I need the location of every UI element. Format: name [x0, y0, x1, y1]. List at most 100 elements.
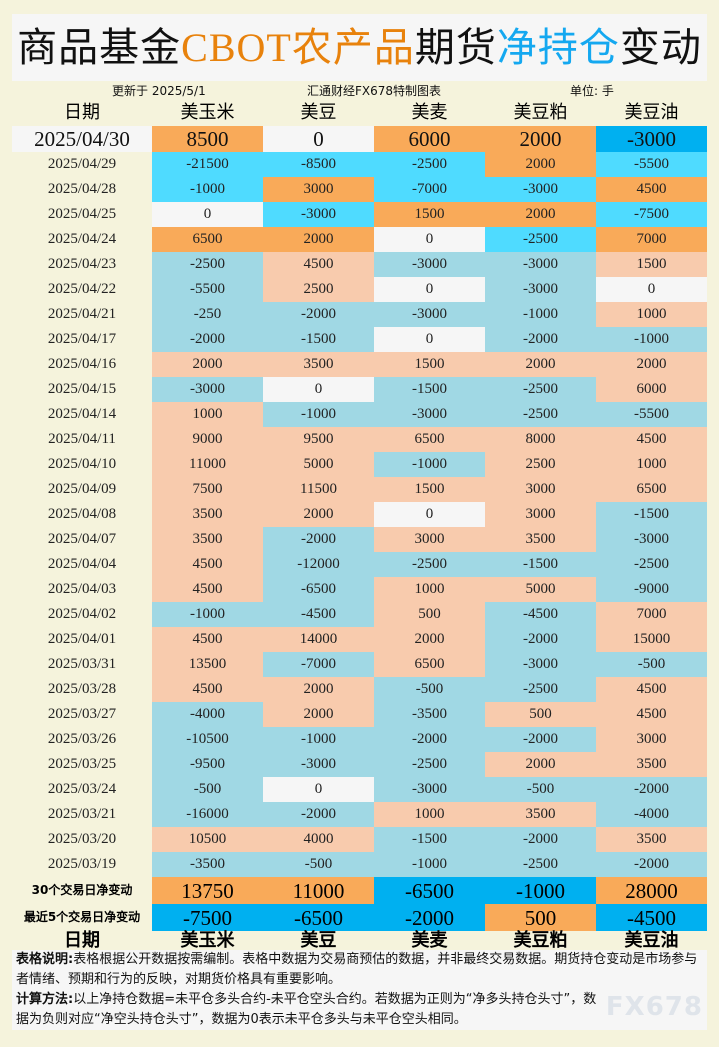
value-cell-wheat: -1000 [374, 852, 485, 877]
header-soyoil: 美豆油 [624, 102, 679, 123]
table-row: 2025/04/16 2000 3500 1500 2000 2000 [12, 352, 707, 377]
value-cell-wheat: -1500 [374, 377, 485, 402]
summary-label: 最近5个交易日净变动 [12, 904, 152, 931]
value-cell-soymeal: -4500 [485, 602, 596, 627]
value-cell-soyoil: -3000 [596, 527, 707, 552]
value-cell-soyoil: 6000 [596, 377, 707, 402]
value-cell-soyoil: -2000 [596, 852, 707, 877]
summary-cell-soymeal: 500 [485, 904, 596, 931]
table-description: 表格说明:表格根据公开数据按需编制。表格中数据为交易商预估的数据，并非最终交易数… [16, 950, 703, 990]
header-wheat: 美麦 [411, 102, 448, 123]
table-row: 2025/04/15 -3000 0 -1500 -2500 6000 [12, 377, 707, 402]
footer-soybean: 美豆 [300, 930, 337, 951]
date-cell: 2025/03/27 [12, 702, 152, 727]
date-cell: 2025/04/04 [12, 552, 152, 577]
value-cell-soybean: 0 [263, 377, 374, 402]
footer-soymeal: 美豆粕 [513, 930, 568, 951]
value-cell-soyoil: -3000 [596, 126, 707, 152]
date-cell: 2025/03/31 [12, 652, 152, 677]
value-cell-wheat: 3000 [374, 527, 485, 552]
value-cell-soymeal: -2500 [485, 377, 596, 402]
watermark-logo: FX678 [605, 992, 703, 1022]
value-cell-wheat: 1500 [374, 477, 485, 502]
value-cell-corn: -2500 [152, 252, 263, 277]
value-cell-soybean: -2000 [263, 802, 374, 827]
value-cell-soymeal: -3000 [485, 277, 596, 302]
table-row: 2025/03/26 -10500 -1000 -2000 -2000 3000 [12, 727, 707, 752]
table-row: 2025/04/21 -250 -2000 -3000 -1000 1000 [12, 302, 707, 327]
value-cell-soyoil: 4500 [596, 177, 707, 202]
notes: FX678 表格说明:表格根据公开数据按需编制。表格中数据为交易商预估的数据，并… [12, 950, 707, 1030]
table-row: 2025/04/28 -1000 3000 -7000 -3000 4500 [12, 177, 707, 202]
data-table: 2025/04/30 8500 0 6000 2000 -3000 2025/04/29 -2… [12, 126, 707, 931]
value-cell-wheat: 6000 [374, 126, 485, 152]
table-row: 2025/04/24 6500 2000 0 -2500 7000 [12, 227, 707, 252]
header-soymeal: 美豆粕 [513, 102, 568, 123]
value-cell-corn: -3500 [152, 852, 263, 877]
value-cell-soybean: 0 [263, 777, 374, 802]
value-cell-wheat: -3000 [374, 402, 485, 427]
value-cell-soyoil: 4500 [596, 427, 707, 452]
value-cell-soybean: 14000 [263, 627, 374, 652]
summary-cell-corn: -7500 [152, 904, 263, 931]
date-cell: 2025/04/08 [12, 502, 152, 527]
value-cell-soybean: 3000 [263, 177, 374, 202]
date-cell: 2025/04/25 [12, 202, 152, 227]
date-cell: 2025/03/20 [12, 827, 152, 852]
value-cell-wheat: 1500 [374, 352, 485, 377]
date-cell: 2025/04/07 [12, 527, 152, 552]
table-row: 2025/03/25 -9500 -3000 -2500 2000 3500 [12, 752, 707, 777]
value-cell-soybean: 2000 [263, 502, 374, 527]
date-cell: 2025/04/24 [12, 227, 152, 252]
page-title: 商品基金CBOT农产品期货净持仓变动 [12, 14, 707, 81]
date-cell: 2025/03/28 [12, 677, 152, 702]
summary-cell-soyoil: 28000 [596, 877, 707, 904]
table-row: 2025/04/25 0 -3000 1500 2000 -7500 [12, 202, 707, 227]
value-cell-soymeal: -2000 [485, 827, 596, 852]
value-cell-soyoil: 7000 [596, 602, 707, 627]
value-cell-soybean: 9500 [263, 427, 374, 452]
table-row: 2025/03/28 4500 2000 -500 -2500 4500 [12, 677, 707, 702]
value-cell-soyoil: -9000 [596, 577, 707, 602]
value-cell-soymeal: -500 [485, 777, 596, 802]
value-cell-corn: 4500 [152, 552, 263, 577]
value-cell-wheat: -2500 [374, 752, 485, 777]
table-row: 2025/04/01 4500 14000 2000 -2000 15000 [12, 627, 707, 652]
value-cell-soyoil: -4000 [596, 802, 707, 827]
value-cell-wheat: 0 [374, 327, 485, 352]
unit-label: 单位: 手 [570, 84, 614, 98]
value-cell-soyoil: 0 [596, 277, 707, 302]
date-cell: 2025/04/15 [12, 377, 152, 402]
value-cell-soymeal: 3000 [485, 477, 596, 502]
value-cell-soyoil: 15000 [596, 627, 707, 652]
value-cell-soymeal: -2000 [485, 727, 596, 752]
value-cell-corn: -250 [152, 302, 263, 327]
value-cell-soyoil: 1500 [596, 252, 707, 277]
summary-cell-wheat: -2000 [374, 904, 485, 931]
value-cell-soybean: -1000 [263, 402, 374, 427]
summary-cell-soybean: 11000 [263, 877, 374, 904]
value-cell-soymeal: -2500 [485, 227, 596, 252]
value-cell-soyoil: 3000 [596, 727, 707, 752]
value-cell-soybean: 11500 [263, 477, 374, 502]
value-cell-soybean: -7000 [263, 652, 374, 677]
summary-cell-soyoil: -4500 [596, 904, 707, 931]
note-text: 以上净持仓数据=未平仓多头合约-未平仓空头合约。若数据为正则为“净多头持仓头寸”… [16, 992, 597, 1027]
date-cell: 2025/03/25 [12, 752, 152, 777]
table-row: 2025/03/21 -16000 -2000 1000 3500 -4000 [12, 802, 707, 827]
value-cell-soyoil: 1000 [596, 302, 707, 327]
table-row: 2025/04/22 -5500 2500 0 -3000 0 [12, 277, 707, 302]
value-cell-corn: -5500 [152, 277, 263, 302]
value-cell-soymeal: 2000 [485, 752, 596, 777]
date-cell: 2025/04/17 [12, 327, 152, 352]
table-row: 2025/03/31 13500 -7000 6500 -3000 -500 [12, 652, 707, 677]
value-cell-wheat: 1500 [374, 202, 485, 227]
date-cell: 2025/04/22 [12, 277, 152, 302]
value-cell-wheat: -3000 [374, 777, 485, 802]
value-cell-soybean: -2000 [263, 302, 374, 327]
value-cell-wheat: -1500 [374, 827, 485, 852]
table-row: 2025/03/19 -3500 -500 -1000 -2500 -2000 [12, 852, 707, 877]
table-row: 2025/04/03 4500 -6500 1000 5000 -9000 [12, 577, 707, 602]
value-cell-soybean: 4500 [263, 252, 374, 277]
table-row: 2025/04/23 -2500 4500 -3000 -3000 1500 [12, 252, 707, 277]
